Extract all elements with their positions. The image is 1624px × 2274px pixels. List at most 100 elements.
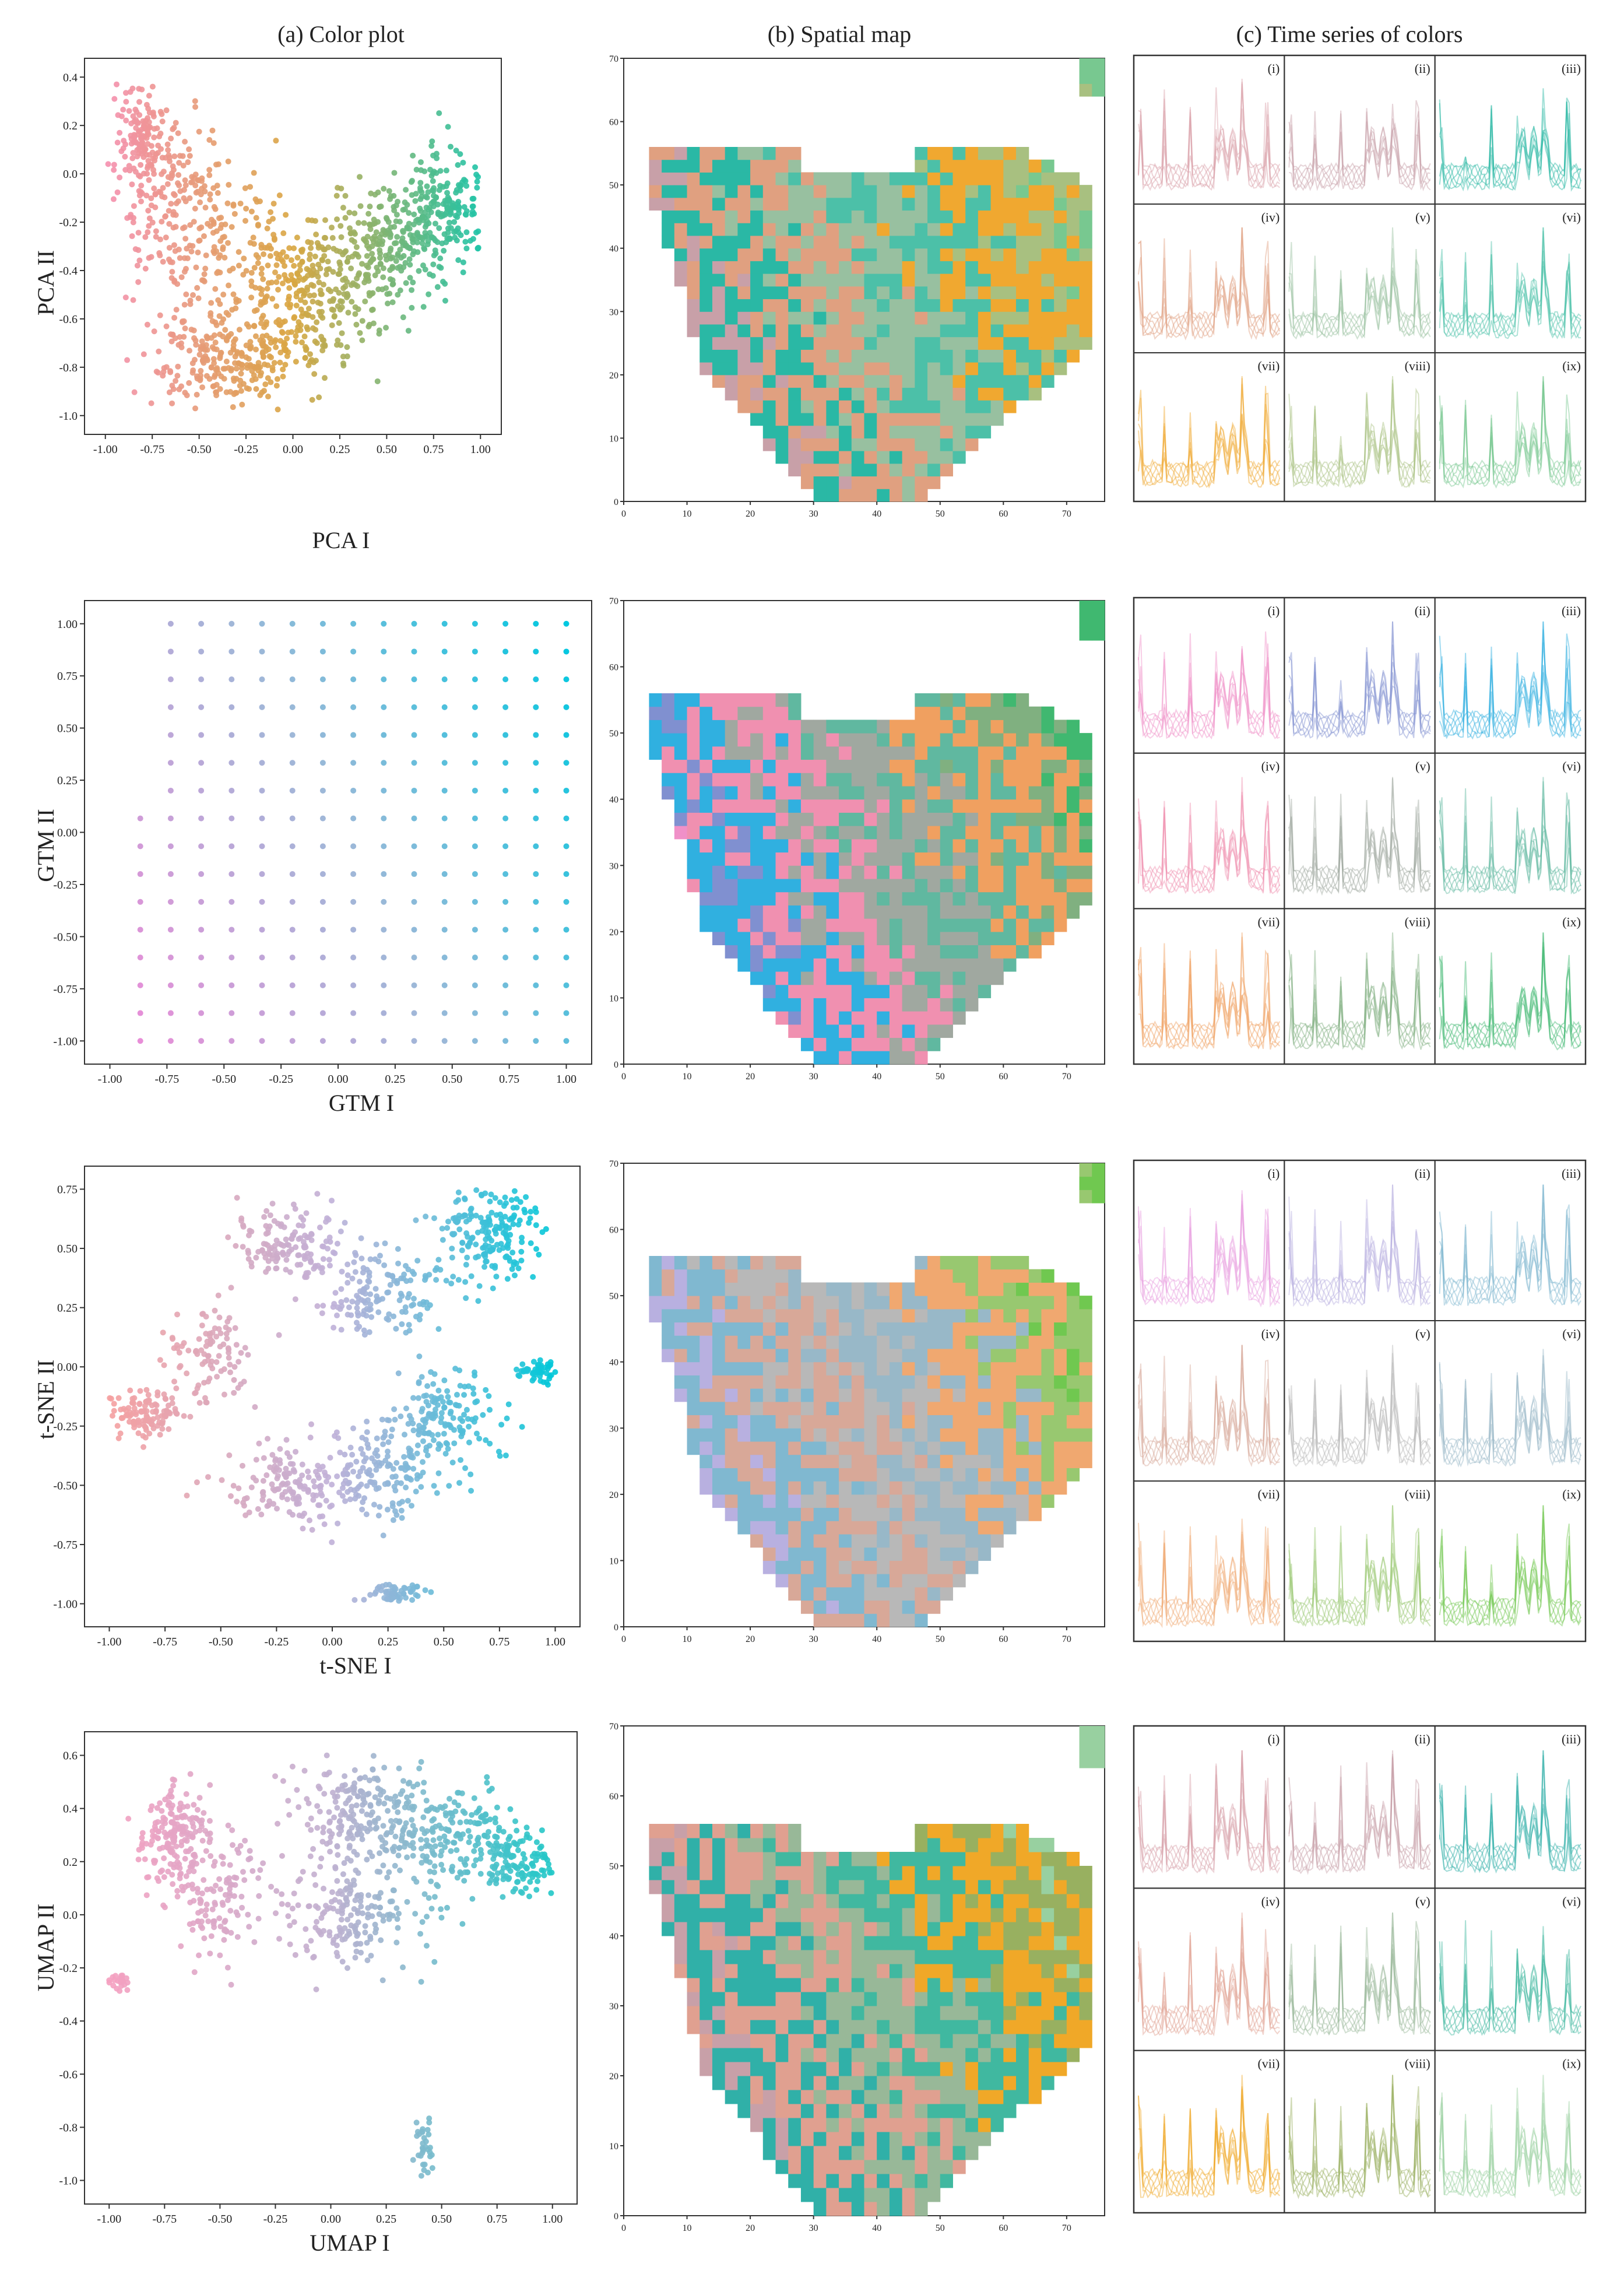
scatter-point	[447, 1399, 454, 1406]
spatial-cell	[800, 1507, 814, 1521]
spatial-cell	[750, 971, 764, 985]
spatial-cell	[826, 210, 839, 223]
scatter-point	[319, 676, 326, 683]
spatial-cell	[1003, 905, 1017, 919]
scatter-point	[419, 1406, 426, 1412]
scatter-point	[333, 192, 340, 199]
scatter-point	[472, 927, 478, 933]
spatial-cell	[889, 185, 903, 198]
scatter-point	[441, 1430, 447, 1437]
spatial-cell	[927, 971, 941, 985]
scatter-point	[205, 1474, 211, 1480]
scatter-point	[431, 1483, 437, 1489]
spatial-cell	[1092, 613, 1105, 627]
scatter-point	[286, 296, 292, 303]
scatter-point	[276, 1241, 283, 1247]
spatial-cell	[978, 958, 992, 972]
spatial-cell	[800, 248, 814, 261]
scatter-point	[411, 1271, 417, 1277]
scatter-ylabel: t-SNE II	[33, 1360, 59, 1440]
scatter-point	[419, 213, 426, 220]
scatter-point	[161, 194, 168, 201]
spatial-cell	[750, 1401, 764, 1416]
scatter-point	[166, 389, 173, 395]
scatter-point	[152, 204, 159, 210]
spatial-cell	[990, 826, 1004, 840]
scatter-point	[140, 170, 147, 177]
spatial-cell	[978, 425, 992, 438]
scatter-point	[469, 1213, 475, 1220]
spatial-cell	[687, 1269, 700, 1283]
scatter-point	[463, 229, 470, 236]
scatter-point	[421, 1417, 428, 1424]
spatial-cell	[915, 1024, 928, 1038]
spatial-cell	[762, 1507, 776, 1521]
scatter-point	[209, 1366, 216, 1372]
spatial-cell	[737, 311, 751, 325]
spatial-cell	[902, 349, 915, 363]
scatter-point	[319, 871, 326, 878]
spatial-y-tick-label: 20	[609, 371, 618, 381]
scatter-point	[396, 219, 403, 225]
scatter-point	[352, 304, 358, 310]
scatter-point	[255, 260, 261, 266]
spatial-cell	[1066, 248, 1080, 261]
scatter-point	[304, 287, 311, 293]
spatial-cell	[737, 931, 751, 946]
spatial-cell	[800, 400, 814, 413]
spatial-cell	[1054, 720, 1067, 734]
spatial-cell	[725, 1428, 738, 1442]
spatial-cell	[927, 759, 941, 773]
scatter-point	[416, 1353, 423, 1360]
spatial-cell	[788, 945, 802, 959]
spatial-cell	[775, 799, 789, 813]
scatter-point	[563, 954, 570, 961]
spatial-cell	[725, 147, 738, 160]
scatter-point	[502, 1213, 508, 1220]
spatial-cell	[762, 1415, 776, 1429]
spatial-cell	[965, 413, 979, 426]
spatial-cell	[750, 273, 764, 287]
spatial-cell	[978, 286, 992, 300]
spatial-cell	[839, 438, 852, 451]
scatter-point	[193, 264, 199, 271]
scatter-point	[231, 338, 237, 345]
timeseries-panel-label: (i)	[1268, 603, 1280, 618]
spatial-cell	[725, 1361, 738, 1375]
scatter-point	[350, 1010, 357, 1016]
scatter-point	[440, 279, 446, 285]
spatial-cell	[990, 311, 1004, 325]
scatter-point	[547, 1361, 554, 1368]
scatter-point	[269, 1481, 275, 1487]
scatter-point	[424, 183, 430, 190]
spatial-cell	[737, 905, 751, 919]
x-tick-label: 0.75	[423, 443, 444, 456]
scatter-point	[120, 107, 126, 113]
spatial-cell	[978, 984, 992, 998]
scatter-point	[349, 299, 355, 305]
spatial-cell	[952, 958, 966, 972]
scatter-point	[425, 213, 431, 219]
spatial-cell	[737, 1441, 751, 1455]
spatial-cell	[699, 236, 713, 249]
scatter-point	[225, 1234, 231, 1241]
scatter-point	[171, 153, 178, 160]
spatial-cell	[978, 311, 992, 325]
scatter-point	[173, 120, 179, 126]
scatter-point	[321, 252, 328, 259]
spatial-cell	[1041, 172, 1054, 185]
scatter-point	[167, 899, 174, 905]
scatter-point	[378, 231, 385, 237]
spatial-cell	[952, 425, 966, 438]
spatial-cell	[737, 1361, 751, 1375]
spatial-cell	[699, 1401, 713, 1416]
scatter-point	[198, 1010, 205, 1016]
spatial-cell	[737, 1308, 751, 1323]
spatial-cell	[800, 905, 814, 919]
spatial-cell	[788, 892, 802, 906]
spatial-cell	[725, 1401, 738, 1416]
spatial-cell	[800, 1375, 814, 1389]
spatial-cell	[813, 1282, 827, 1296]
spatial-cell	[800, 1401, 814, 1416]
spatial-cell	[864, 261, 877, 274]
